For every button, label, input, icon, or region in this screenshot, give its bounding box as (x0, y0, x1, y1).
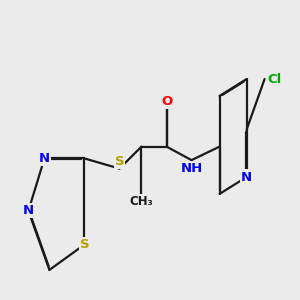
Text: N: N (241, 170, 252, 184)
Text: NH: NH (180, 162, 203, 175)
Text: O: O (161, 94, 172, 107)
Text: S: S (115, 155, 124, 168)
Text: Cl: Cl (267, 73, 281, 85)
Text: N: N (39, 152, 50, 165)
Text: CH₃: CH₃ (130, 195, 153, 208)
Text: S: S (80, 238, 89, 251)
Text: N: N (23, 204, 34, 217)
